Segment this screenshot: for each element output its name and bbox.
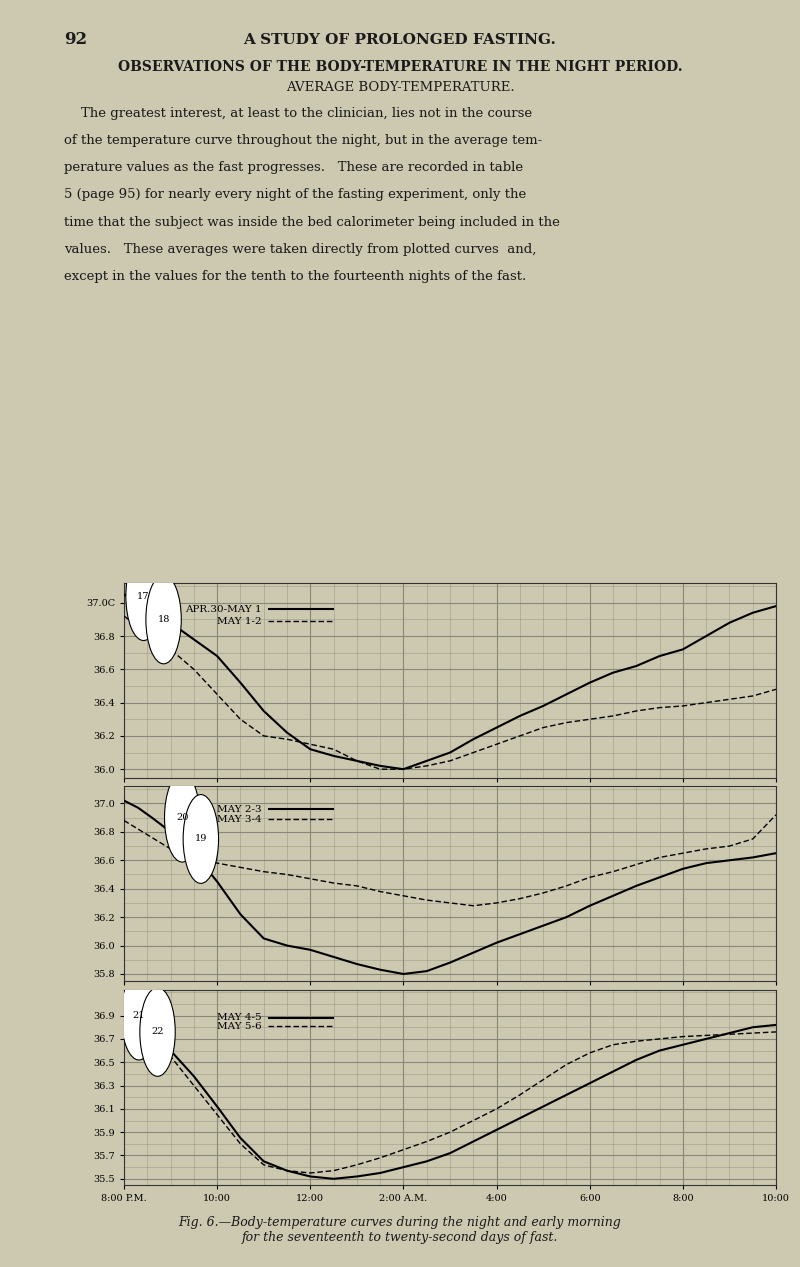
- Ellipse shape: [146, 575, 182, 664]
- Text: MAY 3-4: MAY 3-4: [217, 815, 262, 824]
- Ellipse shape: [140, 987, 175, 1076]
- Text: of the temperature curve throughout the night, but in the average tem-: of the temperature curve throughout the …: [64, 134, 542, 147]
- Text: AVERAGE BODY-TEMPERATURE.: AVERAGE BODY-TEMPERATURE.: [286, 81, 514, 94]
- Text: time that the subject was inside the bed calorimeter being included in the: time that the subject was inside the bed…: [64, 215, 560, 228]
- Ellipse shape: [183, 794, 218, 883]
- Text: APR.30-MAY 1: APR.30-MAY 1: [185, 604, 262, 614]
- Ellipse shape: [165, 773, 200, 862]
- Text: except in the values for the tenth to the fourteenth nights of the fast.: except in the values for the tenth to th…: [64, 270, 526, 283]
- Text: A STUDY OF PROLONGED FASTING.: A STUDY OF PROLONGED FASTING.: [243, 33, 557, 47]
- Text: The greatest interest, at least to the clinician, lies not in the course: The greatest interest, at least to the c…: [64, 106, 532, 119]
- Text: Fig. 6.—Body-temperature curves during the night and early morning
for the seven: Fig. 6.—Body-temperature curves during t…: [178, 1216, 622, 1244]
- Text: perature values as the fast progresses.   These are recorded in table: perature values as the fast progresses. …: [64, 161, 523, 174]
- Ellipse shape: [126, 551, 162, 641]
- Text: values.   These averages were taken directly from plotted curves  and,: values. These averages were taken direct…: [64, 243, 536, 256]
- Ellipse shape: [122, 972, 157, 1060]
- Text: MAY 4-5: MAY 4-5: [217, 1014, 262, 1022]
- Text: 92: 92: [64, 32, 87, 48]
- Text: MAY 2-3: MAY 2-3: [217, 805, 262, 813]
- Text: 5 (page 95) for nearly every night of the fasting experiment, only the: 5 (page 95) for nearly every night of th…: [64, 189, 526, 201]
- Text: 22: 22: [151, 1028, 164, 1036]
- Text: 21: 21: [133, 1011, 145, 1020]
- Text: MAY 1-2: MAY 1-2: [217, 617, 262, 626]
- Text: 17: 17: [138, 592, 150, 601]
- Text: 20: 20: [176, 813, 189, 822]
- Text: MAY 5-6: MAY 5-6: [217, 1021, 262, 1030]
- Text: 19: 19: [194, 835, 207, 844]
- Text: 18: 18: [158, 614, 170, 623]
- Text: OBSERVATIONS OF THE BODY-TEMPERATURE IN THE NIGHT PERIOD.: OBSERVATIONS OF THE BODY-TEMPERATURE IN …: [118, 60, 682, 73]
